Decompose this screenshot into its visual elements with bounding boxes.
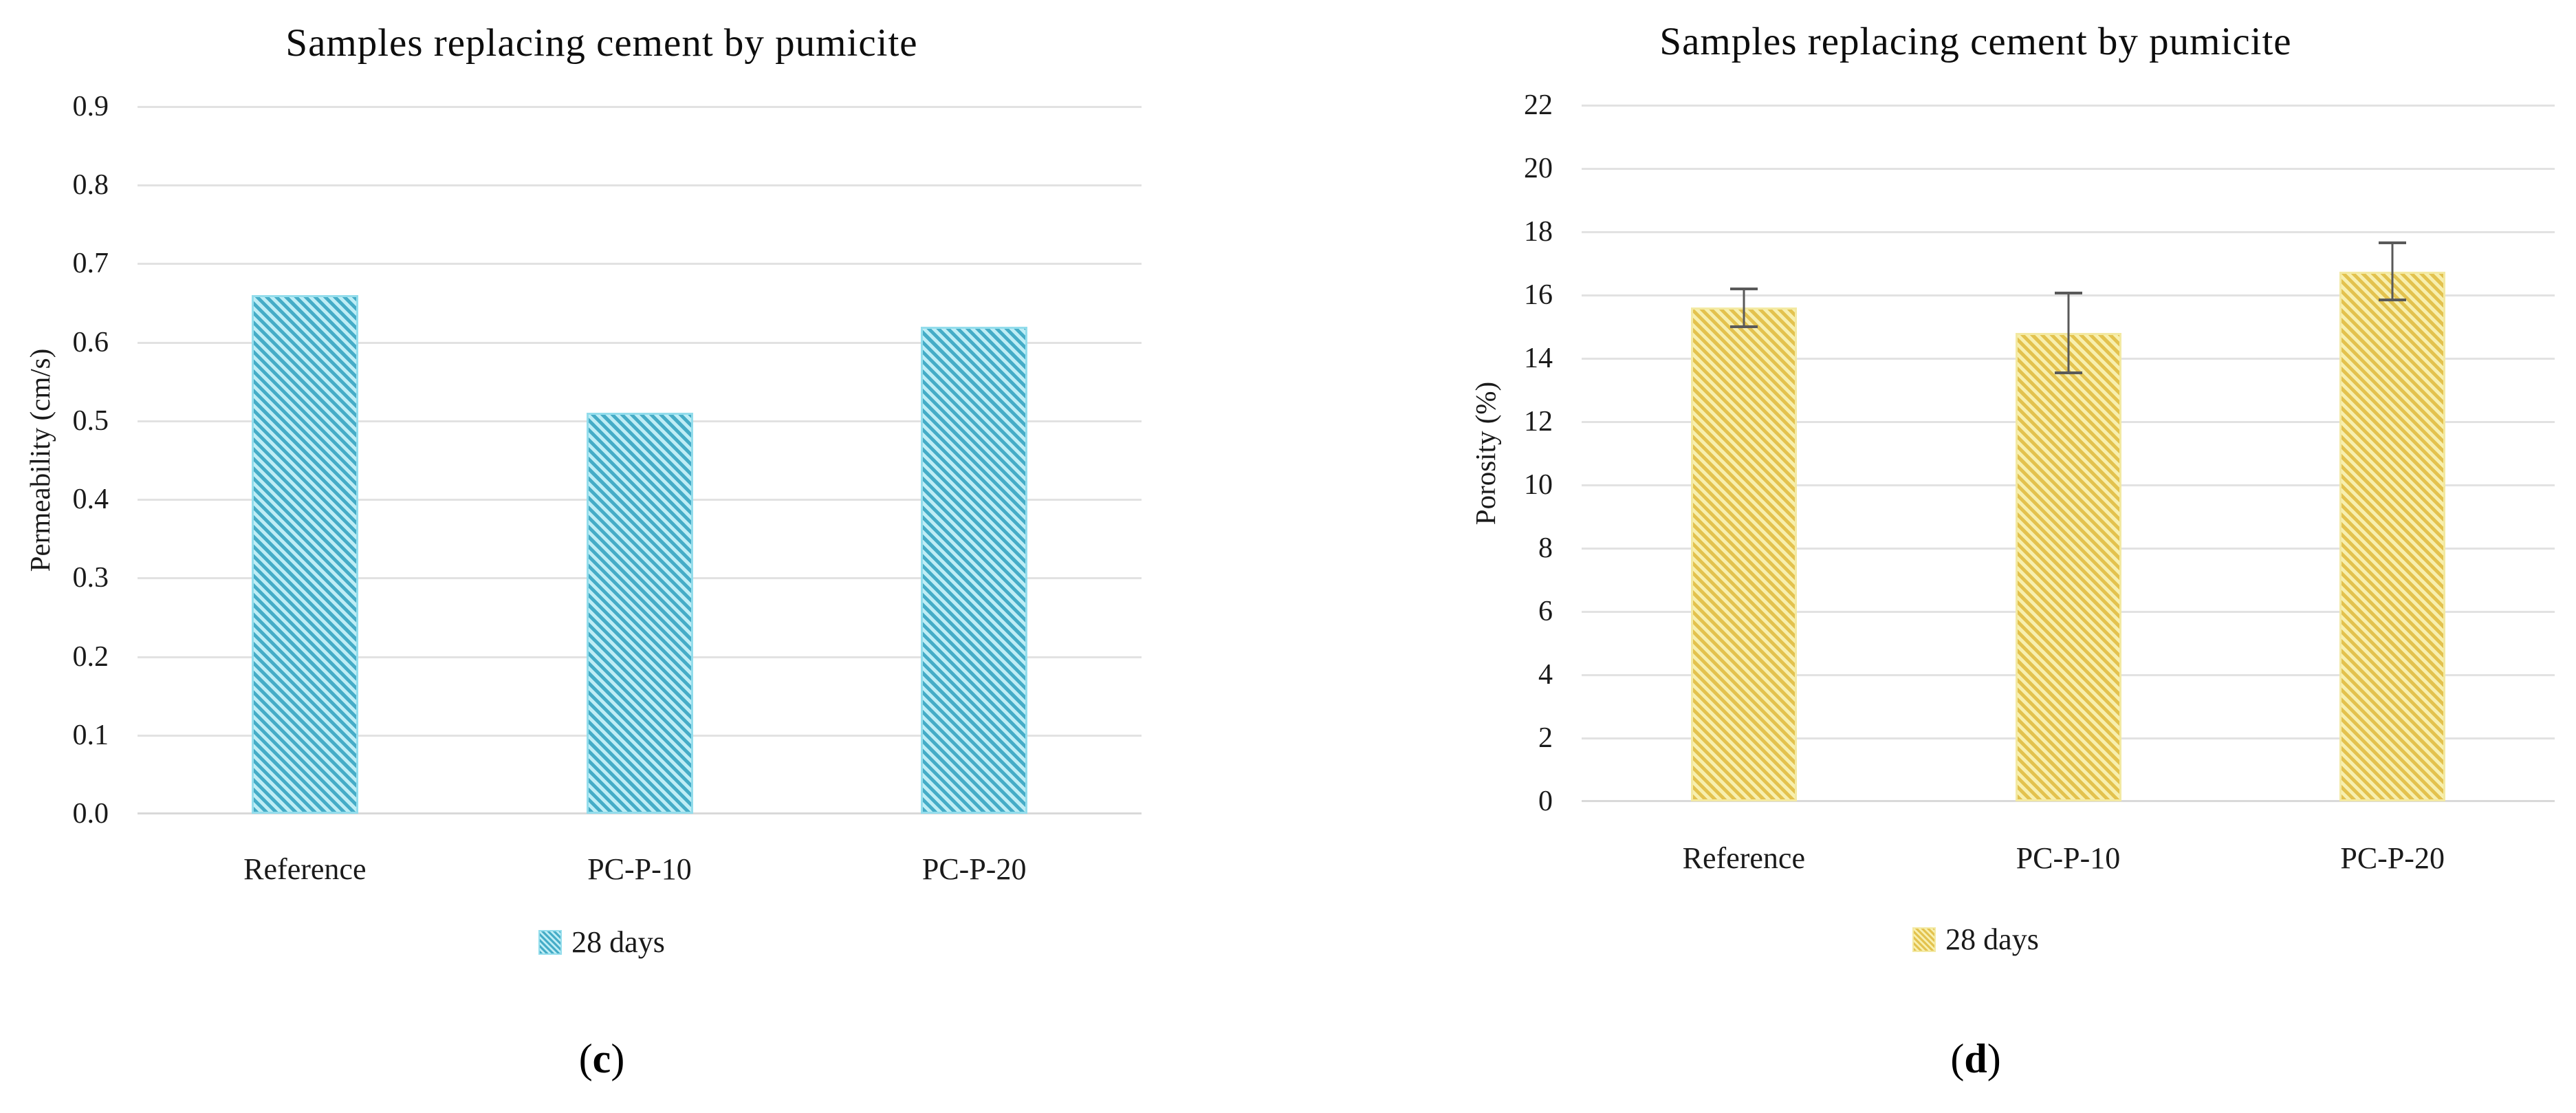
y-tick-label: 18 xyxy=(1524,216,1553,248)
y-tick-label: 6 xyxy=(1538,596,1553,627)
error-bar-pc-p-10 xyxy=(2054,292,2082,374)
y-tick-label: 0.6 xyxy=(72,326,109,358)
caption-paren-open: ( xyxy=(1950,1036,1965,1081)
bar-pc-p-10 xyxy=(586,413,693,814)
gridline xyxy=(1582,105,2555,107)
panel-caption-d: (d) xyxy=(1375,1035,2576,1083)
panel-caption-c: (c) xyxy=(0,1035,1203,1083)
y-tick-label: 0.5 xyxy=(72,404,109,437)
y-tick-label: 0.1 xyxy=(72,719,109,751)
y-tick-label: 0 xyxy=(1538,786,1553,817)
y-tick-label: 14 xyxy=(1524,343,1553,374)
gridline xyxy=(1582,168,2555,170)
caption-paren-close: ) xyxy=(1987,1036,2001,1081)
bar-reference xyxy=(1690,307,1797,801)
y-axis-title: Permeability (cm/s) xyxy=(24,348,56,572)
chart-title: Samples replacing cement by pumicite xyxy=(285,21,918,65)
error-bar-pc-p-20 xyxy=(2379,241,2407,302)
error-bar-reference xyxy=(1729,287,1758,329)
chart-title: Samples replacing cement by pumicite xyxy=(1659,20,2292,63)
gridline xyxy=(138,106,1142,108)
chart-panel-c: Samples replacing cement by pumicite Per… xyxy=(0,0,1203,1113)
gridline xyxy=(138,263,1142,266)
y-tick-label: 0.9 xyxy=(72,91,109,122)
y-tick-label: 16 xyxy=(1524,279,1553,311)
y-tick-label: 0.2 xyxy=(72,640,109,673)
y-tick-label: 0.4 xyxy=(72,484,109,516)
bar-pc-p-20 xyxy=(921,326,1028,814)
caption-letter: c xyxy=(592,1036,611,1081)
x-category-label: PC-P-10 xyxy=(587,852,692,886)
x-category-label: PC-P-10 xyxy=(2016,841,2121,875)
legend-label: 28 days xyxy=(571,925,665,959)
legend: 28 days xyxy=(1375,922,2576,957)
y-tick-label: 20 xyxy=(1524,153,1553,184)
y-tick-label: 2 xyxy=(1538,722,1553,754)
bar-pc-p-20 xyxy=(2339,271,2446,801)
legend-label: 28 days xyxy=(1945,922,2039,956)
y-tick-label: 8 xyxy=(1538,532,1553,564)
bar-pc-p-10 xyxy=(2015,333,2121,801)
caption-paren-open: ( xyxy=(578,1036,593,1081)
legend-swatch-icon xyxy=(538,929,563,955)
y-tick-label: 12 xyxy=(1524,406,1553,437)
gridline xyxy=(138,184,1142,187)
legend-swatch-icon xyxy=(1912,927,1936,952)
x-category-label: PC-P-20 xyxy=(2340,841,2445,875)
caption-letter: d xyxy=(1964,1036,1987,1081)
caption-paren-close: ) xyxy=(611,1036,625,1081)
legend: 28 days xyxy=(0,925,1203,960)
y-tick-label: 10 xyxy=(1524,469,1553,501)
y-tick-label: 0.7 xyxy=(72,248,109,280)
y-tick-label: 4 xyxy=(1538,659,1553,691)
y-tick-label: 0.8 xyxy=(72,169,109,202)
x-category-label: Reference xyxy=(1682,841,1805,875)
gridline xyxy=(138,341,1142,344)
y-axis-title: Porosity (%) xyxy=(1470,381,1501,526)
plot-area: 0.0 0.1 0.2 0.3 0.4 0.5 0.6 0.7 0.8 0.9 xyxy=(73,92,1142,828)
bar-reference xyxy=(251,295,358,814)
y-tick-label: 22 xyxy=(1524,89,1553,121)
gridline xyxy=(1582,231,2555,233)
plot-area: 0 2 4 6 8 10 12 14 16 18 20 22 xyxy=(1524,91,2555,816)
chart-panel-d: Samples replacing cement by pumicite Por… xyxy=(1375,0,2576,1113)
y-tick-label: 0.0 xyxy=(72,798,109,830)
x-category-label: Reference xyxy=(243,852,367,886)
x-category-label: PC-P-20 xyxy=(921,852,1027,886)
y-tick-label: 0.3 xyxy=(72,562,109,594)
